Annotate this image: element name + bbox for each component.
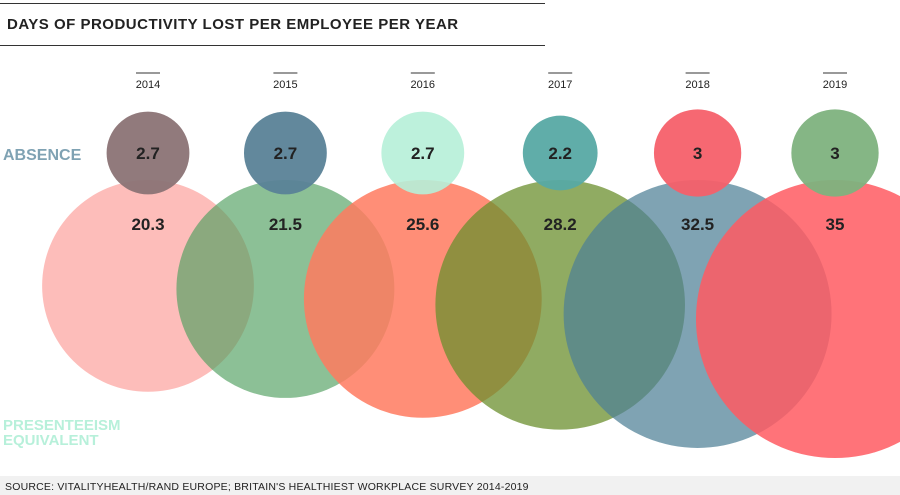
year-label-2017: 2017 bbox=[548, 79, 572, 91]
bubble-chart: 2014 2.7 20.3 2015 2.7 21.5 2016 2.7 25.6 2017 2.2… bbox=[3, 72, 900, 459]
source-note: SOURCE: VITALITYHEALTH/RAND EUROPE; BRIT… bbox=[5, 481, 529, 493]
year-label-2016: 2016 bbox=[411, 79, 435, 91]
presenteeism-value-2014: 20.3 bbox=[131, 215, 164, 234]
absence-value-2016: 2.7 bbox=[411, 144, 435, 163]
source-bar bbox=[0, 476, 900, 495]
series-label-absence: ABSENCE bbox=[3, 147, 82, 164]
absence-bubble-2016 bbox=[381, 111, 465, 195]
absence-value-2015: 2.7 bbox=[274, 144, 298, 163]
year-label-2019: 2019 bbox=[823, 79, 847, 91]
absence-value-2018: 3 bbox=[693, 144, 702, 163]
series-label-presenteeism-line-2: EQUIVALENT bbox=[3, 432, 99, 449]
presenteeism-value-2019: 35 bbox=[826, 215, 845, 234]
presenteeism-bubbles bbox=[42, 179, 900, 459]
year-label-2018: 2018 bbox=[685, 79, 709, 91]
absence-value-2019: 3 bbox=[830, 144, 839, 163]
series-label-presenteeism-line-1: PRESENTEEISM bbox=[3, 417, 121, 434]
absence-bubble-2017 bbox=[522, 115, 598, 191]
presenteeism-value-2016: 25.6 bbox=[406, 215, 439, 234]
absence-bubble-2015 bbox=[243, 111, 327, 195]
presenteeism-value-2015: 21.5 bbox=[269, 215, 302, 234]
absence-value-2017: 2.2 bbox=[548, 144, 572, 163]
absence-bubble-2014 bbox=[106, 111, 190, 195]
year-label-2014: 2014 bbox=[136, 79, 160, 91]
presenteeism-value-2017: 28.2 bbox=[544, 215, 577, 234]
presenteeism-bubble-2019 bbox=[696, 180, 900, 459]
title-rule bbox=[0, 45, 545, 46]
presenteeism-value-2018: 32.5 bbox=[681, 215, 714, 234]
year-label-2015: 2015 bbox=[273, 79, 297, 91]
absence-bubble-2018 bbox=[653, 109, 742, 197]
absence-value-2014: 2.7 bbox=[136, 144, 160, 163]
top-rule bbox=[0, 3, 545, 4]
absence-bubbles bbox=[106, 109, 879, 197]
chart-labels: 2014 2.7 20.3 2015 2.7 21.5 2016 2.7 25.6 2017 2.2… bbox=[3, 72, 847, 449]
chart-title: DAYS OF PRODUCTIVITY LOST PER EMPLOYEE P… bbox=[7, 16, 459, 33]
absence-bubble-2019 bbox=[791, 109, 879, 197]
